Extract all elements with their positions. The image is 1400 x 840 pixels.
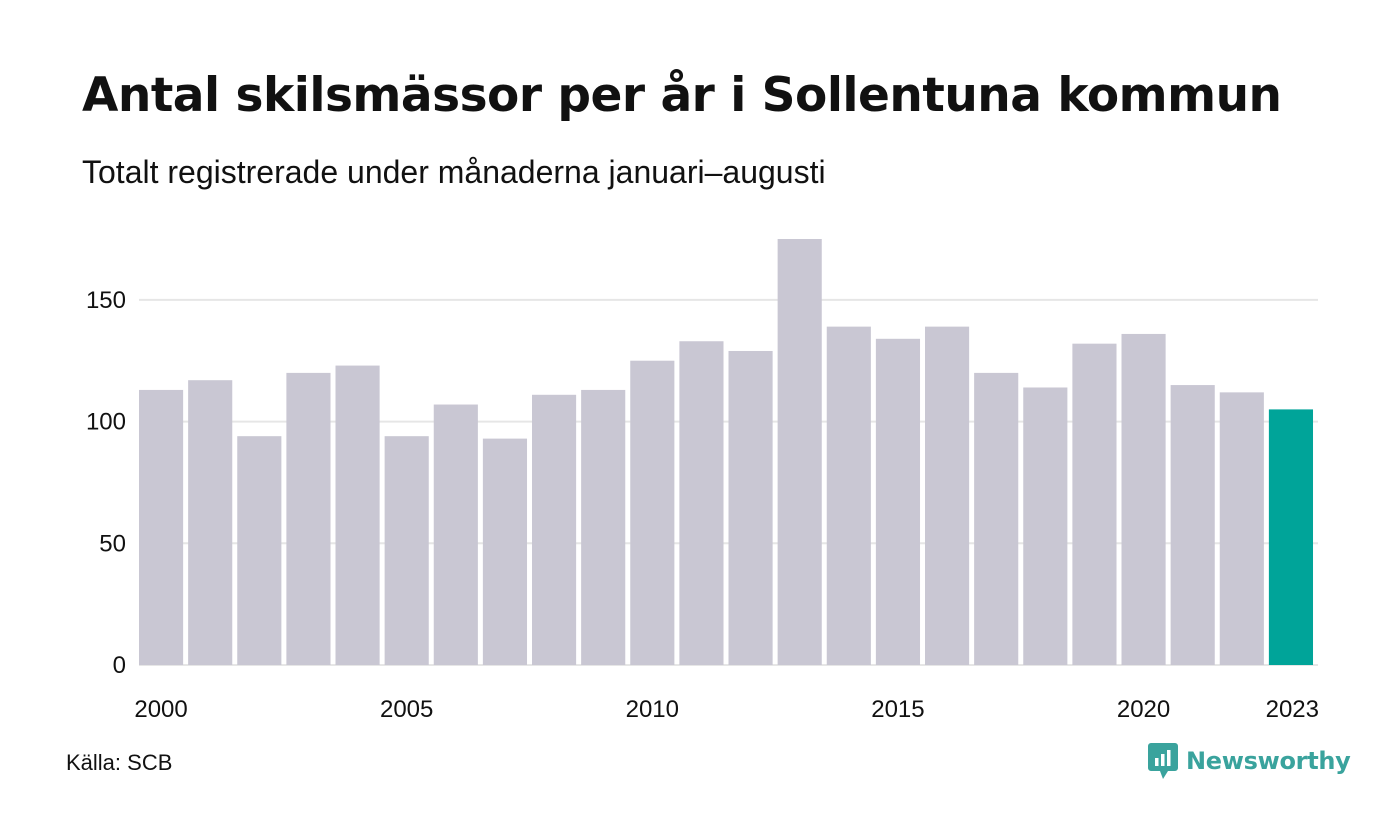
bar-2000 xyxy=(139,389,184,665)
bar-2009 xyxy=(581,389,626,665)
x-tick-label: 2015 xyxy=(871,696,924,723)
bar-2012 xyxy=(728,350,773,665)
bar-2004 xyxy=(335,365,380,665)
y-tick-label: 0 xyxy=(113,652,126,679)
bar-2008 xyxy=(532,394,577,665)
bar-2018 xyxy=(1023,387,1068,665)
y-tick-label: 100 xyxy=(86,409,126,436)
chart-subtitle: Totalt registrerade under månaderna janu… xyxy=(82,154,826,190)
y-axis-ticks: 0 50 100 150 xyxy=(86,287,126,679)
bar-2003 xyxy=(286,372,331,665)
bar-2014 xyxy=(826,326,871,665)
newsworthy-logo-icon xyxy=(1148,743,1178,779)
source-note: Källa: SCB xyxy=(66,750,173,775)
y-tick-label: 150 xyxy=(86,287,126,314)
brand-logo: Newsworthy xyxy=(1148,743,1351,779)
bar-2020 xyxy=(1121,333,1166,665)
bars xyxy=(139,239,1314,665)
bar-2013 xyxy=(777,239,822,665)
bar-2011 xyxy=(679,341,724,665)
chart-title: Antal skilsmässor per år i Sollentuna ko… xyxy=(82,68,1282,123)
bar-2002 xyxy=(237,436,282,665)
brand-name: Newsworthy xyxy=(1186,747,1351,775)
bar-2006 xyxy=(433,404,478,665)
bar-2015 xyxy=(875,338,921,665)
y-tick-label: 50 xyxy=(99,530,126,557)
bar-2017 xyxy=(974,372,1019,665)
bar-2001 xyxy=(188,380,233,665)
bar-2010 xyxy=(630,360,675,665)
bar-2007 xyxy=(482,438,528,665)
x-tick-label: 2005 xyxy=(380,696,433,723)
bar-2023 xyxy=(1268,409,1314,665)
x-tick-label: 2000 xyxy=(134,696,187,723)
x-axis-ticks: 2000 2005 2010 2015 2020 2023 xyxy=(134,696,1319,723)
bar-2016 xyxy=(925,326,970,665)
bar-2005 xyxy=(384,436,429,665)
bar-2021 xyxy=(1170,385,1215,665)
x-tick-label: 2010 xyxy=(626,696,679,723)
bar-2019 xyxy=(1072,343,1117,665)
x-tick-label: 2020 xyxy=(1117,696,1170,723)
bar-chart: 0 50 100 150 2000 2005 2010 2015 2020 2023 xyxy=(86,239,1319,723)
bar-2022 xyxy=(1219,392,1264,665)
x-tick-label: 2023 xyxy=(1266,696,1319,723)
